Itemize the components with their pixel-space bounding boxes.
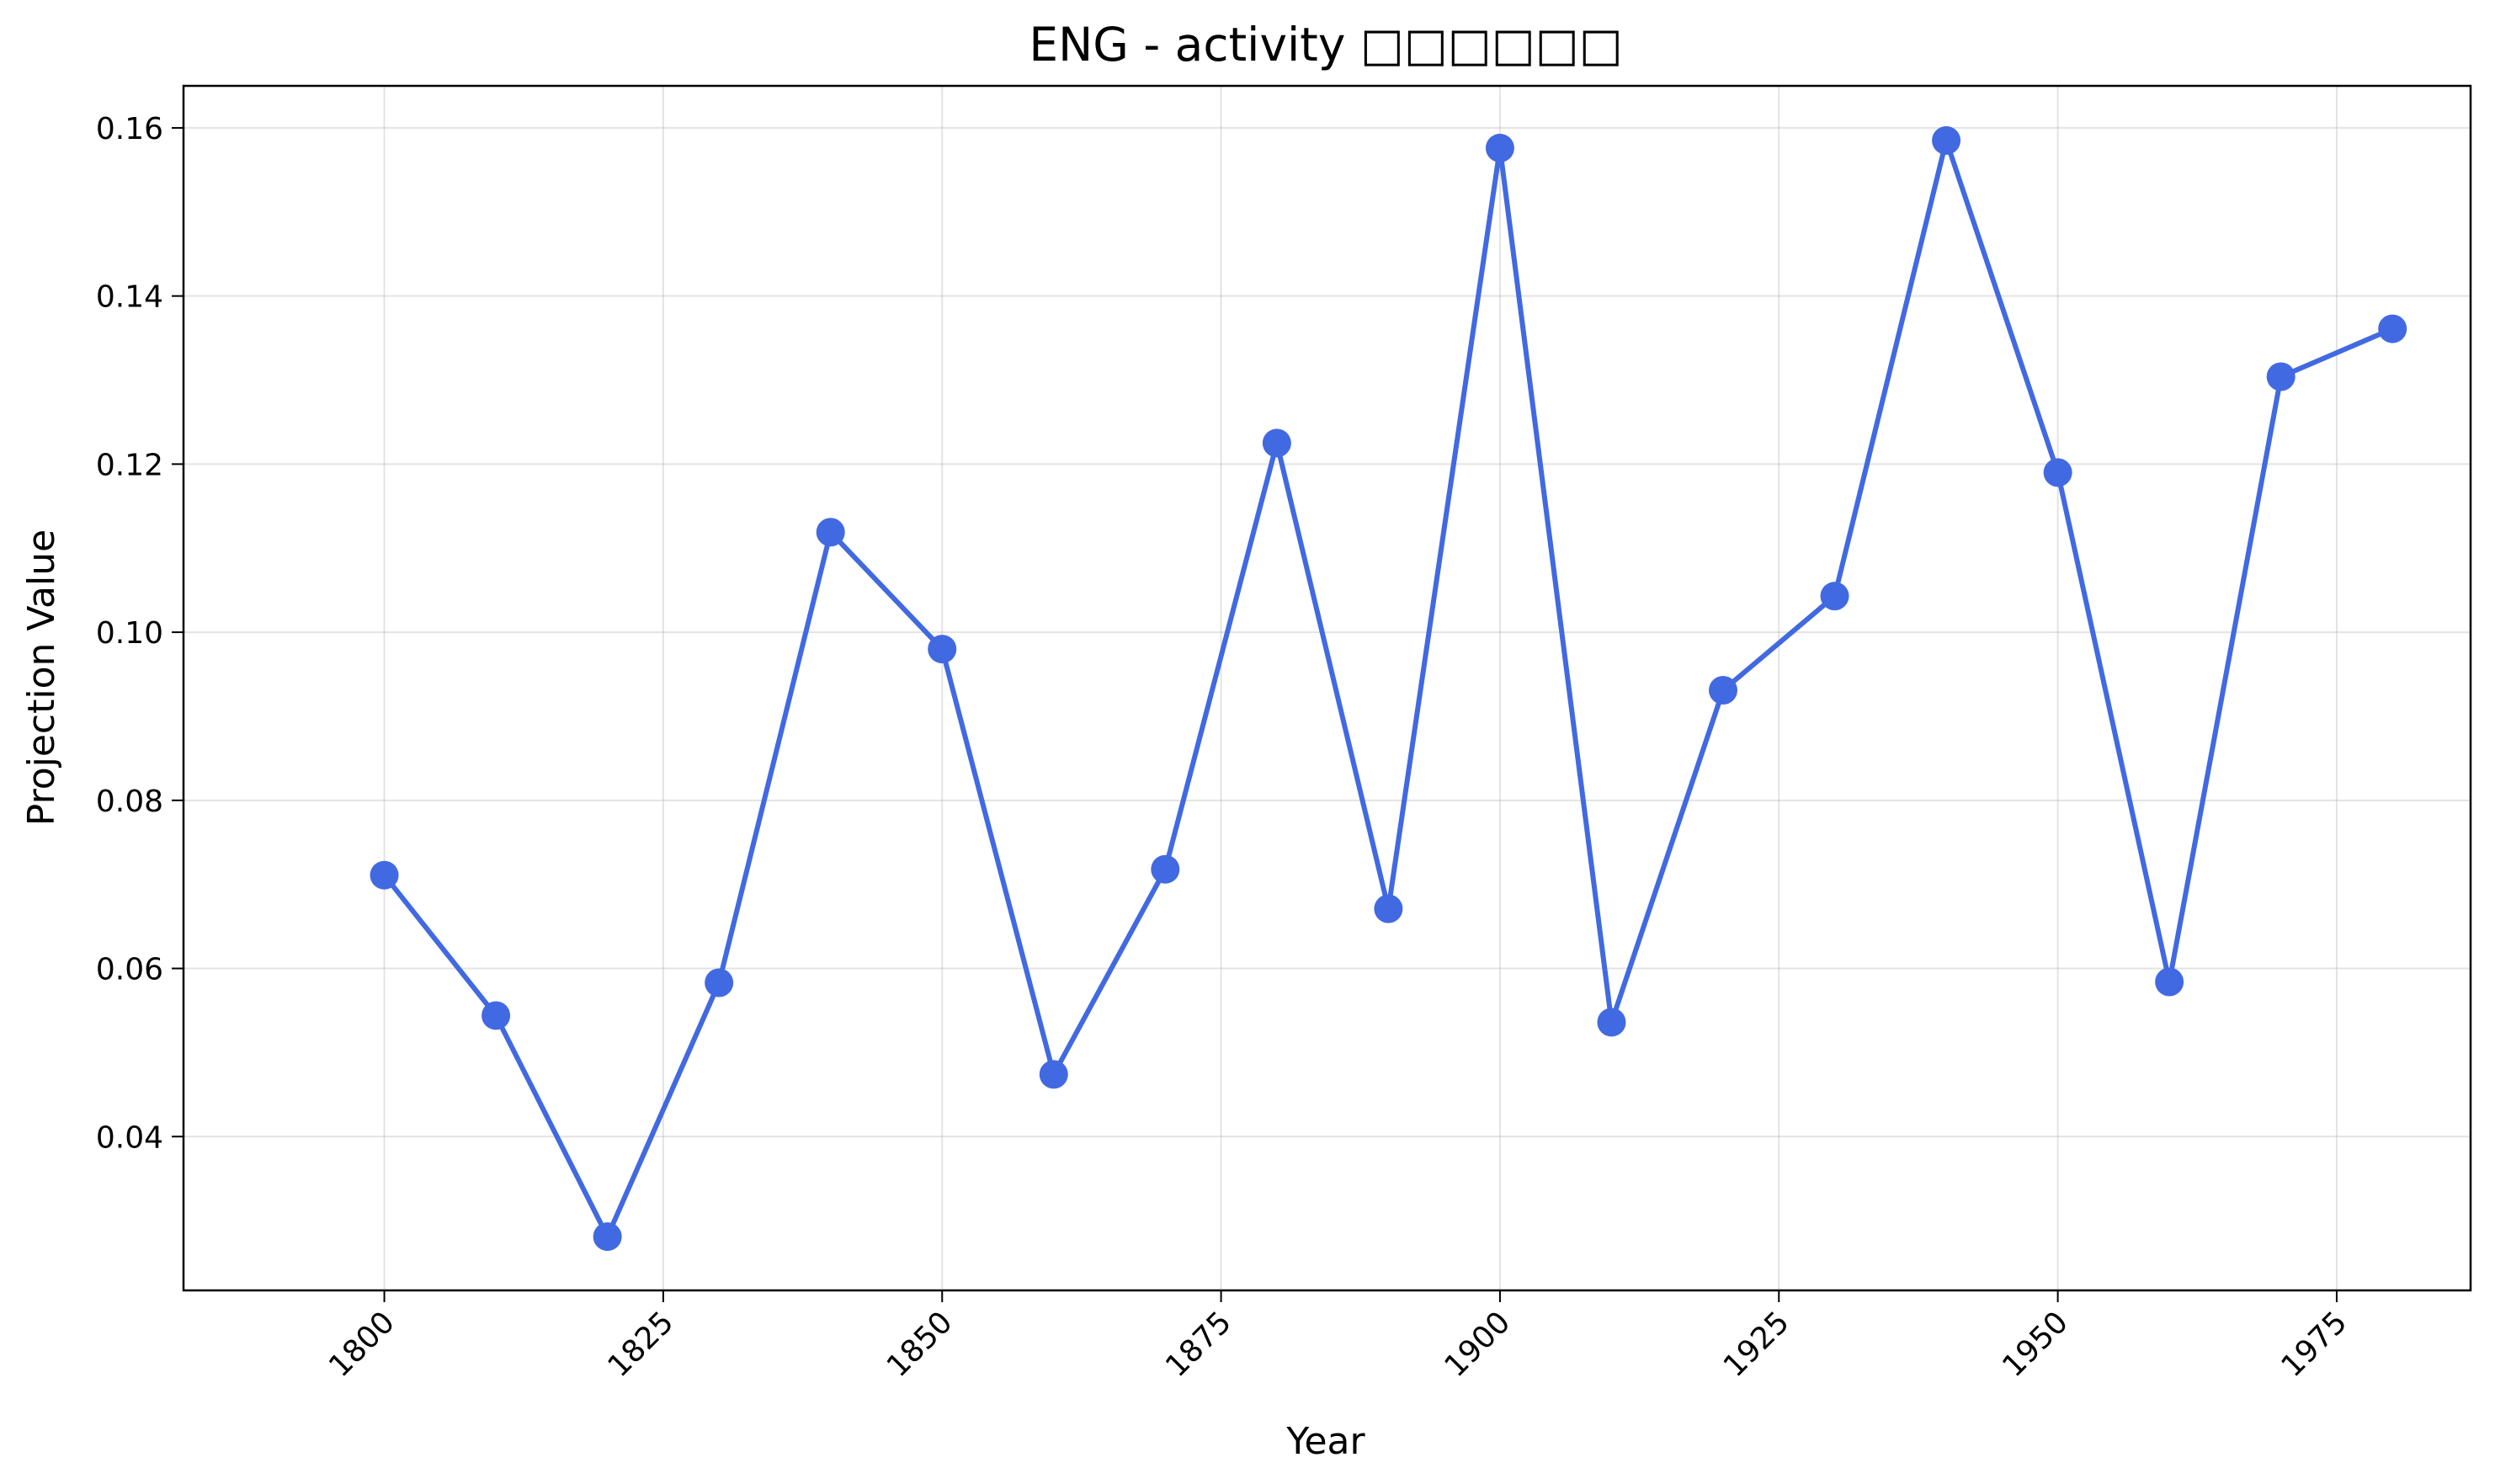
- data-point: [481, 1001, 511, 1030]
- data-point: [370, 860, 399, 890]
- data-point: [1485, 133, 1514, 162]
- data-point: [1039, 1060, 1068, 1089]
- y-tick-label: 0.10: [96, 616, 163, 651]
- data-point: [1151, 854, 1180, 884]
- y-axis-label: Projection Value: [20, 529, 63, 826]
- data-point: [1262, 428, 1291, 458]
- x-axis-label: Year: [1285, 1420, 1365, 1463]
- data-point: [1932, 125, 1961, 155]
- data-point: [1709, 675, 1738, 705]
- series-layer: [370, 125, 2407, 1252]
- data-point: [1374, 894, 1403, 923]
- y-tick-label: 0.12: [96, 448, 163, 482]
- data-point: [705, 968, 734, 997]
- data-point: [1597, 1008, 1626, 1037]
- data-point: [2155, 967, 2184, 997]
- data-point: [2266, 362, 2296, 391]
- chart-title: ENG - activity □□□□□□: [1029, 18, 1622, 72]
- data-point: [928, 635, 957, 664]
- data-point: [2378, 314, 2407, 343]
- y-tick-label: 0.14: [96, 280, 163, 315]
- y-tick-label: 0.06: [96, 953, 163, 987]
- data-point: [816, 518, 845, 547]
- data-point: [593, 1222, 622, 1252]
- y-tick-label: 0.08: [96, 785, 163, 819]
- data-point: [2043, 458, 2072, 487]
- plot-frame: [182, 84, 2472, 1292]
- y-tick-label: 0.04: [96, 1120, 163, 1155]
- data-point: [1820, 582, 1849, 611]
- grid-layer: [184, 86, 2471, 1290]
- y-tick-label: 0.16: [96, 112, 163, 146]
